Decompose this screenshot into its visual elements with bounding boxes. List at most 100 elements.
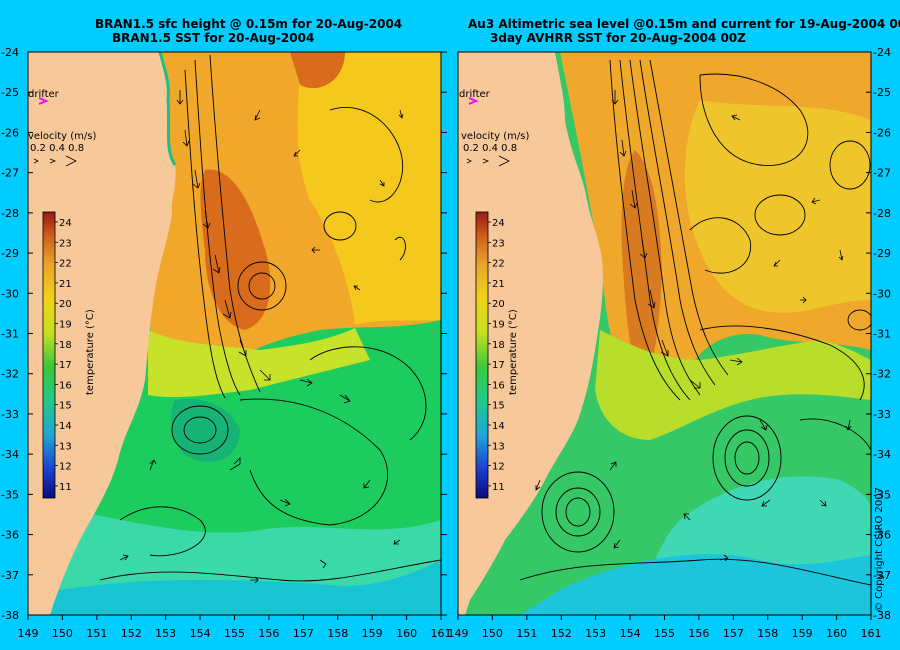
left-lat-tick-label: -25 — [1, 86, 19, 99]
right-lat-tick-label: -33 — [873, 408, 891, 421]
right-colorbar-tick-label: 17 — [492, 360, 505, 371]
right-lon-tick-label: 159 — [792, 627, 813, 640]
right-lon-tick-label: 154 — [620, 627, 641, 640]
right-lon-tick-label: 151 — [516, 627, 537, 640]
right-drifter-marker — [468, 97, 479, 105]
copyright-notice: © Copyright CSIRO 2007 — [874, 487, 885, 612]
left-ocean-transition — [148, 328, 370, 398]
left-lon-tick-label: 159 — [362, 627, 383, 640]
right-colorbar-tick-label: 23 — [492, 238, 505, 249]
left-lat-tick-label: -24 — [1, 46, 19, 59]
left-lon-tick-label: 153 — [155, 627, 176, 640]
left-lon-tick-label: 149 — [18, 627, 39, 640]
right-lat-tick-label: -31 — [873, 328, 891, 341]
left-eddy — [171, 398, 240, 462]
left-colorbar-tick-label: 21 — [59, 279, 72, 290]
left-colorbar-tick-label: 20 — [59, 299, 72, 310]
left-velocity-title: velocity (m/s) — [28, 131, 96, 142]
right-colorbar-tick-label: 18 — [492, 340, 505, 351]
right-lat-tick-label: -27 — [873, 167, 891, 180]
right-lon-tick-label: 152 — [551, 627, 572, 640]
left-colorbar-tick-label: 18 — [59, 340, 72, 351]
left-colorbar-tick-label: 14 — [59, 421, 72, 432]
left-lon-tick-label: 152 — [121, 627, 142, 640]
left-lat-tick-label: -28 — [1, 207, 19, 220]
right-lon-tick-label: 155 — [654, 627, 675, 640]
right-colorbar-tick-label: 13 — [492, 441, 505, 452]
right-drifter-label: drifter — [459, 89, 491, 100]
right-lon-tick-label: 161 — [861, 627, 882, 640]
left-title-line2: BRAN1.5 SST for 20-Aug-2004 — [112, 31, 315, 45]
left-land — [28, 52, 176, 615]
right-lat-tick-label: -26 — [873, 126, 891, 139]
left-colorbar-tick-label: 19 — [59, 320, 72, 331]
left-ocean-hot — [200, 169, 271, 330]
right-lat-tick-label: -30 — [873, 287, 891, 300]
right-velocity-arrows — [466, 155, 510, 167]
right-lat-tick-label: -28 — [873, 207, 891, 220]
left-lat-tick-label: -33 — [1, 408, 19, 421]
right-lat-tick-label: -34 — [873, 448, 891, 461]
left-colorbar-tick-label: 22 — [59, 259, 72, 270]
right-colorbar-tick-label: 24 — [492, 218, 505, 229]
left-lon-tick-label: 150 — [52, 627, 73, 640]
left-current-arrows — [119, 90, 404, 584]
right-velocity-title: velocity (m/s) — [461, 131, 529, 142]
left-lon-tick-label: 160 — [396, 627, 417, 640]
left-lon-tick-label: 155 — [224, 627, 245, 640]
right-lat-tick-label: -38 — [873, 609, 891, 622]
right-lat-tick-label: -36 — [873, 529, 891, 542]
right-colorbar-tick-label: 14 — [492, 421, 505, 432]
left-colorbar — [42, 211, 56, 499]
left-colorbar-label: temperature (°C) — [85, 309, 96, 395]
right-lon-tick-label: 158 — [757, 627, 778, 640]
left-colorbar-tick-label: 23 — [59, 238, 72, 249]
left-velocity-values: 0.2 0.4 0.8 — [30, 143, 84, 154]
left-ocean-hot2 — [290, 52, 345, 89]
left-ocean-yellow — [297, 52, 441, 325]
right-ocean-cyan — [520, 554, 871, 615]
left-lon-tick-label: 158 — [327, 627, 348, 640]
right-lat-tick-label: -35 — [873, 488, 891, 501]
left-colorbar-tick-label: 13 — [59, 441, 72, 452]
right-lat-tick-label: -32 — [873, 368, 891, 381]
left-lat-tick-label: -36 — [1, 529, 19, 542]
right-lat-tick-label: -25 — [873, 86, 891, 99]
right-current-arrows — [535, 90, 852, 562]
right-colorbar — [475, 211, 489, 499]
right-colorbar-tick-label: 11 — [492, 482, 505, 493]
right-lon-tick-label: 153 — [585, 627, 606, 640]
left-lon-tick-label: 161 — [431, 627, 452, 640]
left-lat-tick-label: -38 — [1, 609, 19, 622]
right-colorbar-tick-label: 20 — [492, 299, 505, 310]
left-map-panel — [28, 52, 441, 615]
left-coast-strip — [158, 52, 177, 166]
right-colorbar-tick-label: 15 — [492, 401, 505, 412]
right-lon-tick-label: 156 — [688, 627, 709, 640]
left-colorbar-tick-label: 15 — [59, 401, 72, 412]
right-lat-tick-label: -37 — [873, 569, 891, 582]
left-drifter-marker — [38, 97, 49, 105]
left-lat-tick-label: -34 — [1, 448, 19, 461]
right-colorbar-tick-label: 21 — [492, 279, 505, 290]
right-colorbar-tick-label: 12 — [492, 462, 505, 473]
left-colorbar-tick-label: 11 — [59, 482, 72, 493]
right-velocity-values: 0.2 0.4 0.8 — [463, 143, 517, 154]
left-colorbar-tick-label: 24 — [59, 218, 72, 229]
left-lat-tick-label: -29 — [1, 247, 19, 260]
right-map-panel — [458, 52, 871, 615]
left-contours — [99, 54, 441, 582]
left-lat-tick-label: -35 — [1, 488, 19, 501]
left-drifter-label: drifter — [28, 89, 60, 100]
right-lat-tick-label: -24 — [873, 46, 891, 59]
right-colorbar-tick-label: 22 — [492, 259, 505, 270]
left-lon-tick-label: 154 — [190, 627, 211, 640]
right-lon-tick-label: 157 — [723, 627, 744, 640]
left-lat-tick-label: -31 — [1, 328, 19, 341]
left-lon-tick-label: 156 — [258, 627, 279, 640]
left-colorbar-tick-label: 17 — [59, 360, 72, 371]
left-colorbar-tick-label: 12 — [59, 462, 72, 473]
right-lon-tick-label: 149 — [448, 627, 469, 640]
left-title-line1: BRAN1.5 sfc height @ 0.15m for 20-Aug-20… — [95, 17, 403, 31]
